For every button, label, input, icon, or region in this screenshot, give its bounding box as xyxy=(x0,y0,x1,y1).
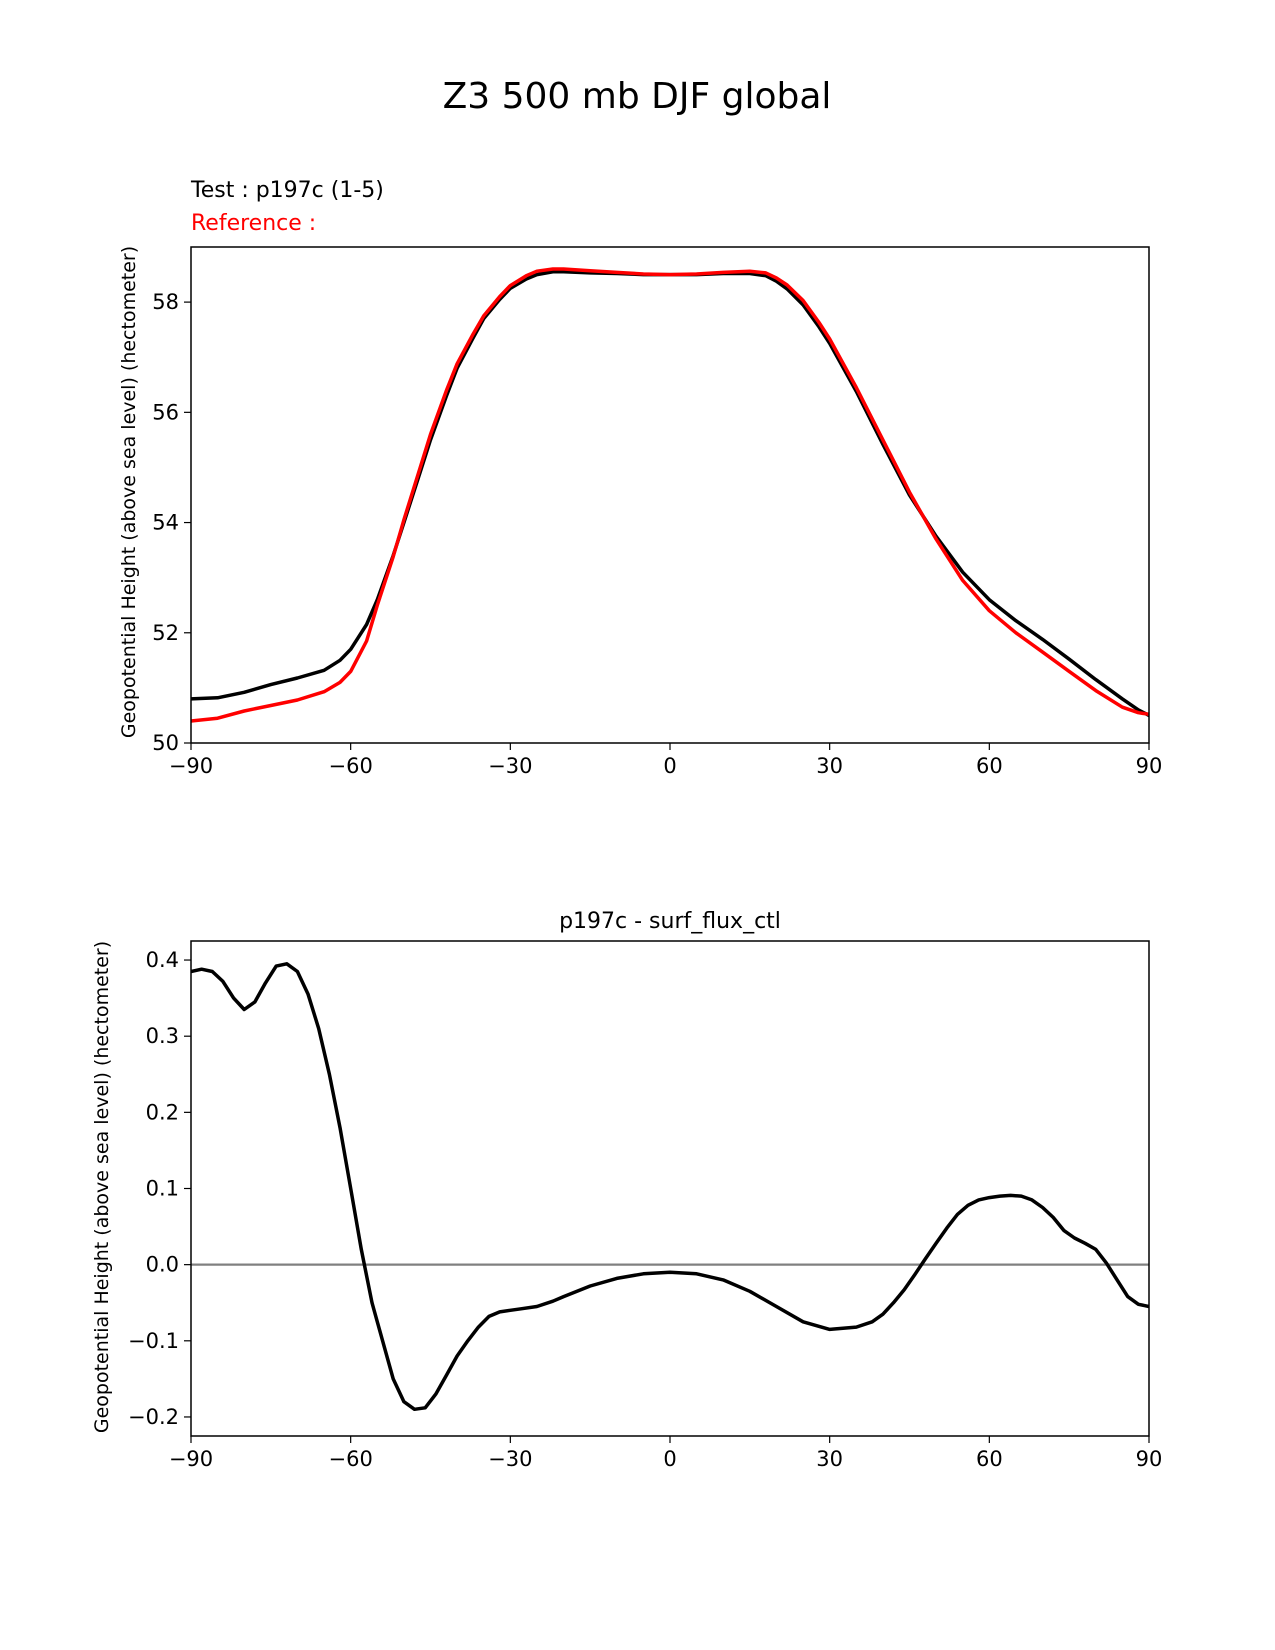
reference-label: Reference : xyxy=(191,211,316,236)
bottom-y-axis-label: Geopotential Height (above sea level) (h… xyxy=(91,941,113,1433)
top-y-tick-label: 52 xyxy=(152,621,179,645)
bottom-y-tick-label: −0.1 xyxy=(128,1329,179,1353)
bottom-plot-content: −90 −60 −30 0 30 60 90 −0.2 −0.1 0.0 0.1 0.2 0.3 0.4 xyxy=(128,948,1162,1471)
bottom-x-tick-label: −60 xyxy=(329,1447,373,1471)
top-x-tick-label: −60 xyxy=(329,754,373,778)
bottom-axes-frame xyxy=(190,940,1150,1437)
top-x-tick-label: 90 xyxy=(1136,754,1163,778)
top-y-tick-label: 58 xyxy=(152,290,179,314)
top-x-tick-label: 60 xyxy=(976,754,1003,778)
bottom-x-tick-label: 90 xyxy=(1136,1447,1163,1471)
bottom-x-tick-label: 60 xyxy=(976,1447,1003,1471)
bottom-panel-title: p197c - surf_flux_ctl xyxy=(559,909,781,934)
top-plot-content: −90 −60 −30 0 30 60 90 50 52 54 56 58 xyxy=(152,267,1163,778)
top-x-tick-label: 30 xyxy=(816,754,843,778)
top-x-tick-label: 0 xyxy=(663,754,676,778)
top-y-tick-label: 56 xyxy=(152,400,179,424)
line-panel-zonal-mean: Test : p197c (1-5) Reference : Geopotent… xyxy=(118,178,1162,778)
bottom-y-tick-label: 0.0 xyxy=(146,1253,179,1277)
bottom-x-tick-label: −30 xyxy=(488,1447,532,1471)
top-series-line-reference xyxy=(191,267,1149,723)
bottom-x-tick-label: 30 xyxy=(816,1447,843,1471)
bottom-y-tick-label: 0.1 xyxy=(146,1177,179,1201)
figure-title: Z3 500 mb DJF global xyxy=(443,76,832,117)
top-x-tick-label: −90 xyxy=(169,754,213,778)
bottom-y-tick-label: 0.2 xyxy=(146,1100,179,1124)
top-y-tick-label: 50 xyxy=(152,731,179,755)
top-y-axis-label: Geopotential Height (above sea level) (h… xyxy=(118,246,140,738)
top-x-tick-label: −30 xyxy=(488,754,532,778)
bottom-y-tick-label: −0.2 xyxy=(128,1405,179,1429)
bottom-series-line-p197c-surf-flux-ctl xyxy=(191,962,1149,1412)
bottom-x-tick-label: 0 xyxy=(663,1447,676,1471)
line-panel-difference: p197c - surf_flux_ctl Geopotential Heigh… xyxy=(91,909,1162,1471)
test-label: Test : p197c (1-5) xyxy=(190,178,384,203)
top-y-tick-label: 54 xyxy=(152,511,179,535)
bottom-x-tick-label: −90 xyxy=(169,1447,213,1471)
bottom-y-tick-label: 0.3 xyxy=(146,1024,179,1048)
top-axes-frame xyxy=(190,246,1150,744)
bottom-y-tick-label: 0.4 xyxy=(146,948,179,972)
